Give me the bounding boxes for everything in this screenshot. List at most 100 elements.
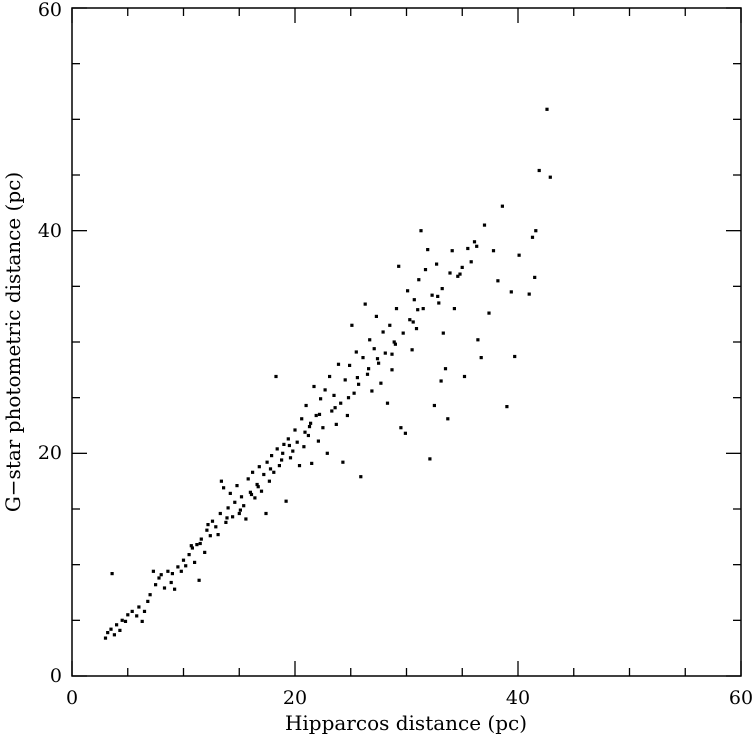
data-point [401,331,405,335]
data-point [416,308,420,312]
data-point [267,479,271,483]
data-point [446,417,450,421]
data-point [281,451,285,455]
data-point [460,265,464,269]
data-point [233,500,237,504]
data-point [115,623,119,627]
data-point [187,553,191,557]
data-point [135,614,139,618]
data-point [225,516,229,520]
data-point [436,294,440,298]
data-point [390,368,394,372]
data-point [355,376,359,380]
data-point [312,384,316,389]
data-point [268,467,273,471]
data-point [224,520,228,524]
data-point [170,572,174,576]
data-point [352,391,356,395]
data-point [432,403,436,408]
data-point [197,578,201,582]
data-point [505,405,509,409]
x-tick-label-0: 0 [66,687,78,709]
data-point [274,374,278,379]
data-point [169,580,173,585]
data-point [330,409,334,413]
data-point [469,260,473,264]
data-point [534,229,538,233]
data-point [417,278,421,282]
data-point [199,537,203,541]
data-point [359,475,363,479]
data-point [112,633,116,637]
data-point [166,569,170,573]
data-point [291,449,295,453]
data-point [262,472,266,477]
data-point [181,558,186,562]
data-point [476,338,480,342]
data-point [412,298,416,302]
data-point [157,576,161,580]
data-point [103,636,108,640]
data-point [303,430,307,434]
data-point [214,525,218,529]
data-point [314,413,318,418]
data-point [307,425,312,429]
data-point [491,249,496,253]
data-point [110,572,114,576]
data-point [430,293,434,297]
data-point [341,460,345,464]
data-point [198,541,202,546]
data-point [173,587,177,591]
data-point [411,320,415,324]
data-point [375,357,380,361]
data-point [123,619,128,623]
data-point [248,490,252,494]
data-point [246,477,250,481]
data-point [545,107,549,111]
data-point [179,569,183,573]
y-tick-label-2: 40 [38,220,62,242]
data-point [270,454,274,458]
data-point [282,442,286,446]
y-tick-label-0: 0 [50,665,62,687]
data-point [381,330,385,334]
data-point [151,569,155,573]
data-point [333,406,337,410]
data-point [159,573,163,577]
data-point [548,175,552,179]
data-point [419,229,423,233]
data-point [189,544,193,548]
data-point [302,445,306,449]
data-point [390,352,394,356]
x-tick-label-3: 60 [729,687,753,709]
x-tick-label-2: 40 [506,687,530,709]
data-point [264,511,268,516]
y-axis-title: G−star photometric distance (pc) [1,172,25,512]
data-point [259,489,264,493]
data-point [284,499,288,503]
data-point [286,437,290,441]
data-point [482,223,487,227]
data-point [370,389,374,393]
x-axis-title: Hipparcos distance (pc) [285,711,527,735]
data-point [336,362,341,366]
data-point [394,307,399,311]
data-point [297,464,302,468]
data-point [231,515,235,519]
data-point [304,403,308,408]
data-point [513,354,517,359]
data-point [195,543,199,547]
plot-frame [71,7,742,677]
data-point [357,382,361,386]
data-point [410,348,414,352]
data-point [423,268,428,272]
data-point [253,496,257,500]
axis-ticks [71,7,742,677]
data-point [118,628,122,632]
data-point [487,311,491,315]
data-point [393,342,397,346]
data-point [142,609,147,613]
data-point [219,479,223,483]
data-point [426,248,430,252]
data-point [530,235,535,239]
